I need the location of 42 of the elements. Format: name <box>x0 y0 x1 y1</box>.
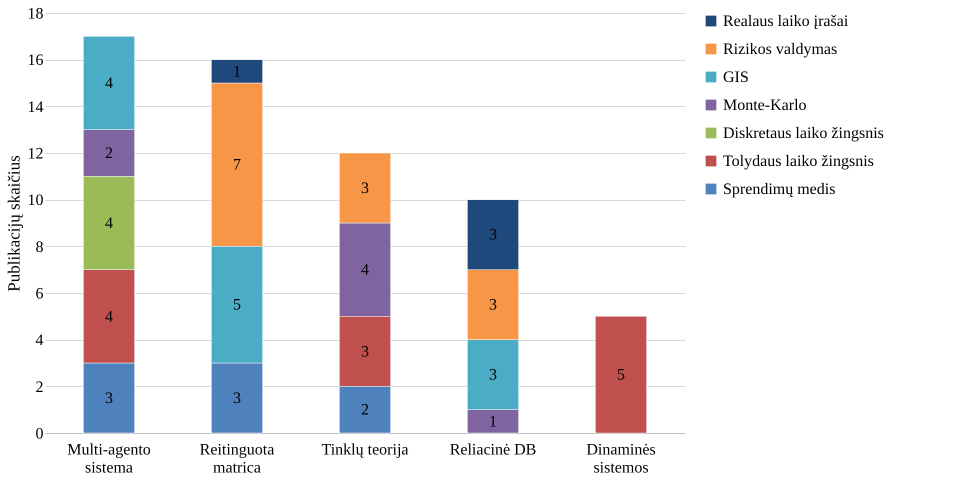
x-tick-label: Reliacinė DB <box>450 442 536 458</box>
legend-label: Realaus laiko įrašai <box>723 13 849 30</box>
data-label: 1 <box>233 63 241 80</box>
data-label: 4 <box>361 262 369 279</box>
data-label: 4 <box>105 308 113 326</box>
legend-label: GIS <box>723 69 749 86</box>
legend-label: Monte-Karlo <box>723 97 807 114</box>
x-tick-label: Multi-agento sistema <box>67 442 151 476</box>
bar <box>595 316 647 434</box>
data-label: 3 <box>105 390 113 407</box>
data-label: 3 <box>489 226 497 244</box>
y-tick-label: 8 <box>36 238 44 256</box>
data-label: 1 <box>489 413 497 430</box>
y-tick-label: 6 <box>36 286 44 302</box>
data-label: 4 <box>105 215 113 232</box>
data-label: 2 <box>105 145 113 162</box>
y-tick-label: 12 <box>28 146 44 162</box>
data-label: 4 <box>105 75 113 92</box>
legend-label: Tolydaus laiko žingsnis <box>723 153 874 170</box>
data-label: 3 <box>489 296 497 314</box>
x-tick-label: Reitinguota matrica <box>200 442 274 476</box>
data-label: 7 <box>233 156 241 174</box>
data-label: 3 <box>489 366 497 384</box>
x-tick-label: Dinaminės sistemos <box>586 442 656 476</box>
legend-label: Rizikos valdymas <box>723 41 838 58</box>
y-tick-label: 0 <box>36 426 44 442</box>
data-label: 2 <box>361 402 369 419</box>
y-tick-label: 10 <box>28 192 44 210</box>
legend-label: Diskretaus laiko žingsnis <box>723 125 884 142</box>
y-tick-label: 2 <box>36 378 44 396</box>
y-tick-label: 14 <box>28 98 44 116</box>
x-tick-label: Tinklų teorija <box>322 442 408 458</box>
y-tick-label: 18 <box>28 6 44 22</box>
data-label: 5 <box>233 296 241 314</box>
y-tick-label: 16 <box>28 52 44 70</box>
legend-label: Sprendimų medis <box>723 181 836 198</box>
data-label: 3 <box>361 180 369 197</box>
data-label: 3 <box>361 343 369 360</box>
y-tick-label: 4 <box>36 332 44 350</box>
data-label: 5 <box>617 366 625 384</box>
y-axis-title: Publikacijų skaičius <box>4 155 24 292</box>
data-label: 3 <box>233 390 241 407</box>
